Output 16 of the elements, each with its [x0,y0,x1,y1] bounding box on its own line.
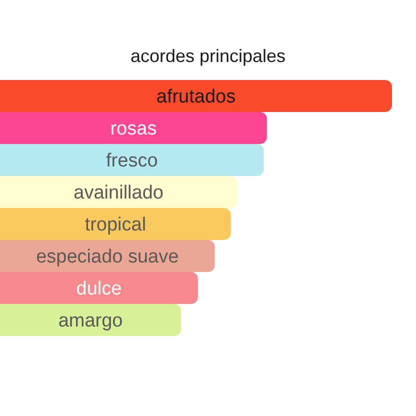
bar [0,144,264,176]
bar [0,80,392,112]
bar [0,112,267,144]
bar [0,208,231,240]
y-tick-label: amargo [58,310,123,332]
y-tick-label: especiado suave [36,246,179,268]
bar [0,304,182,336]
y-tick-label: tropical [84,214,146,236]
y-tick-label: dulce [76,278,122,300]
bar [0,176,238,208]
y-tick-label: fresco [106,150,158,172]
y-tick-label: afrutados [156,86,236,108]
chart-title: acordes principales [130,46,286,66]
y-tick-label: avainillado [74,182,164,204]
y-tick-label: rosas [110,118,157,140]
bar [0,272,198,304]
